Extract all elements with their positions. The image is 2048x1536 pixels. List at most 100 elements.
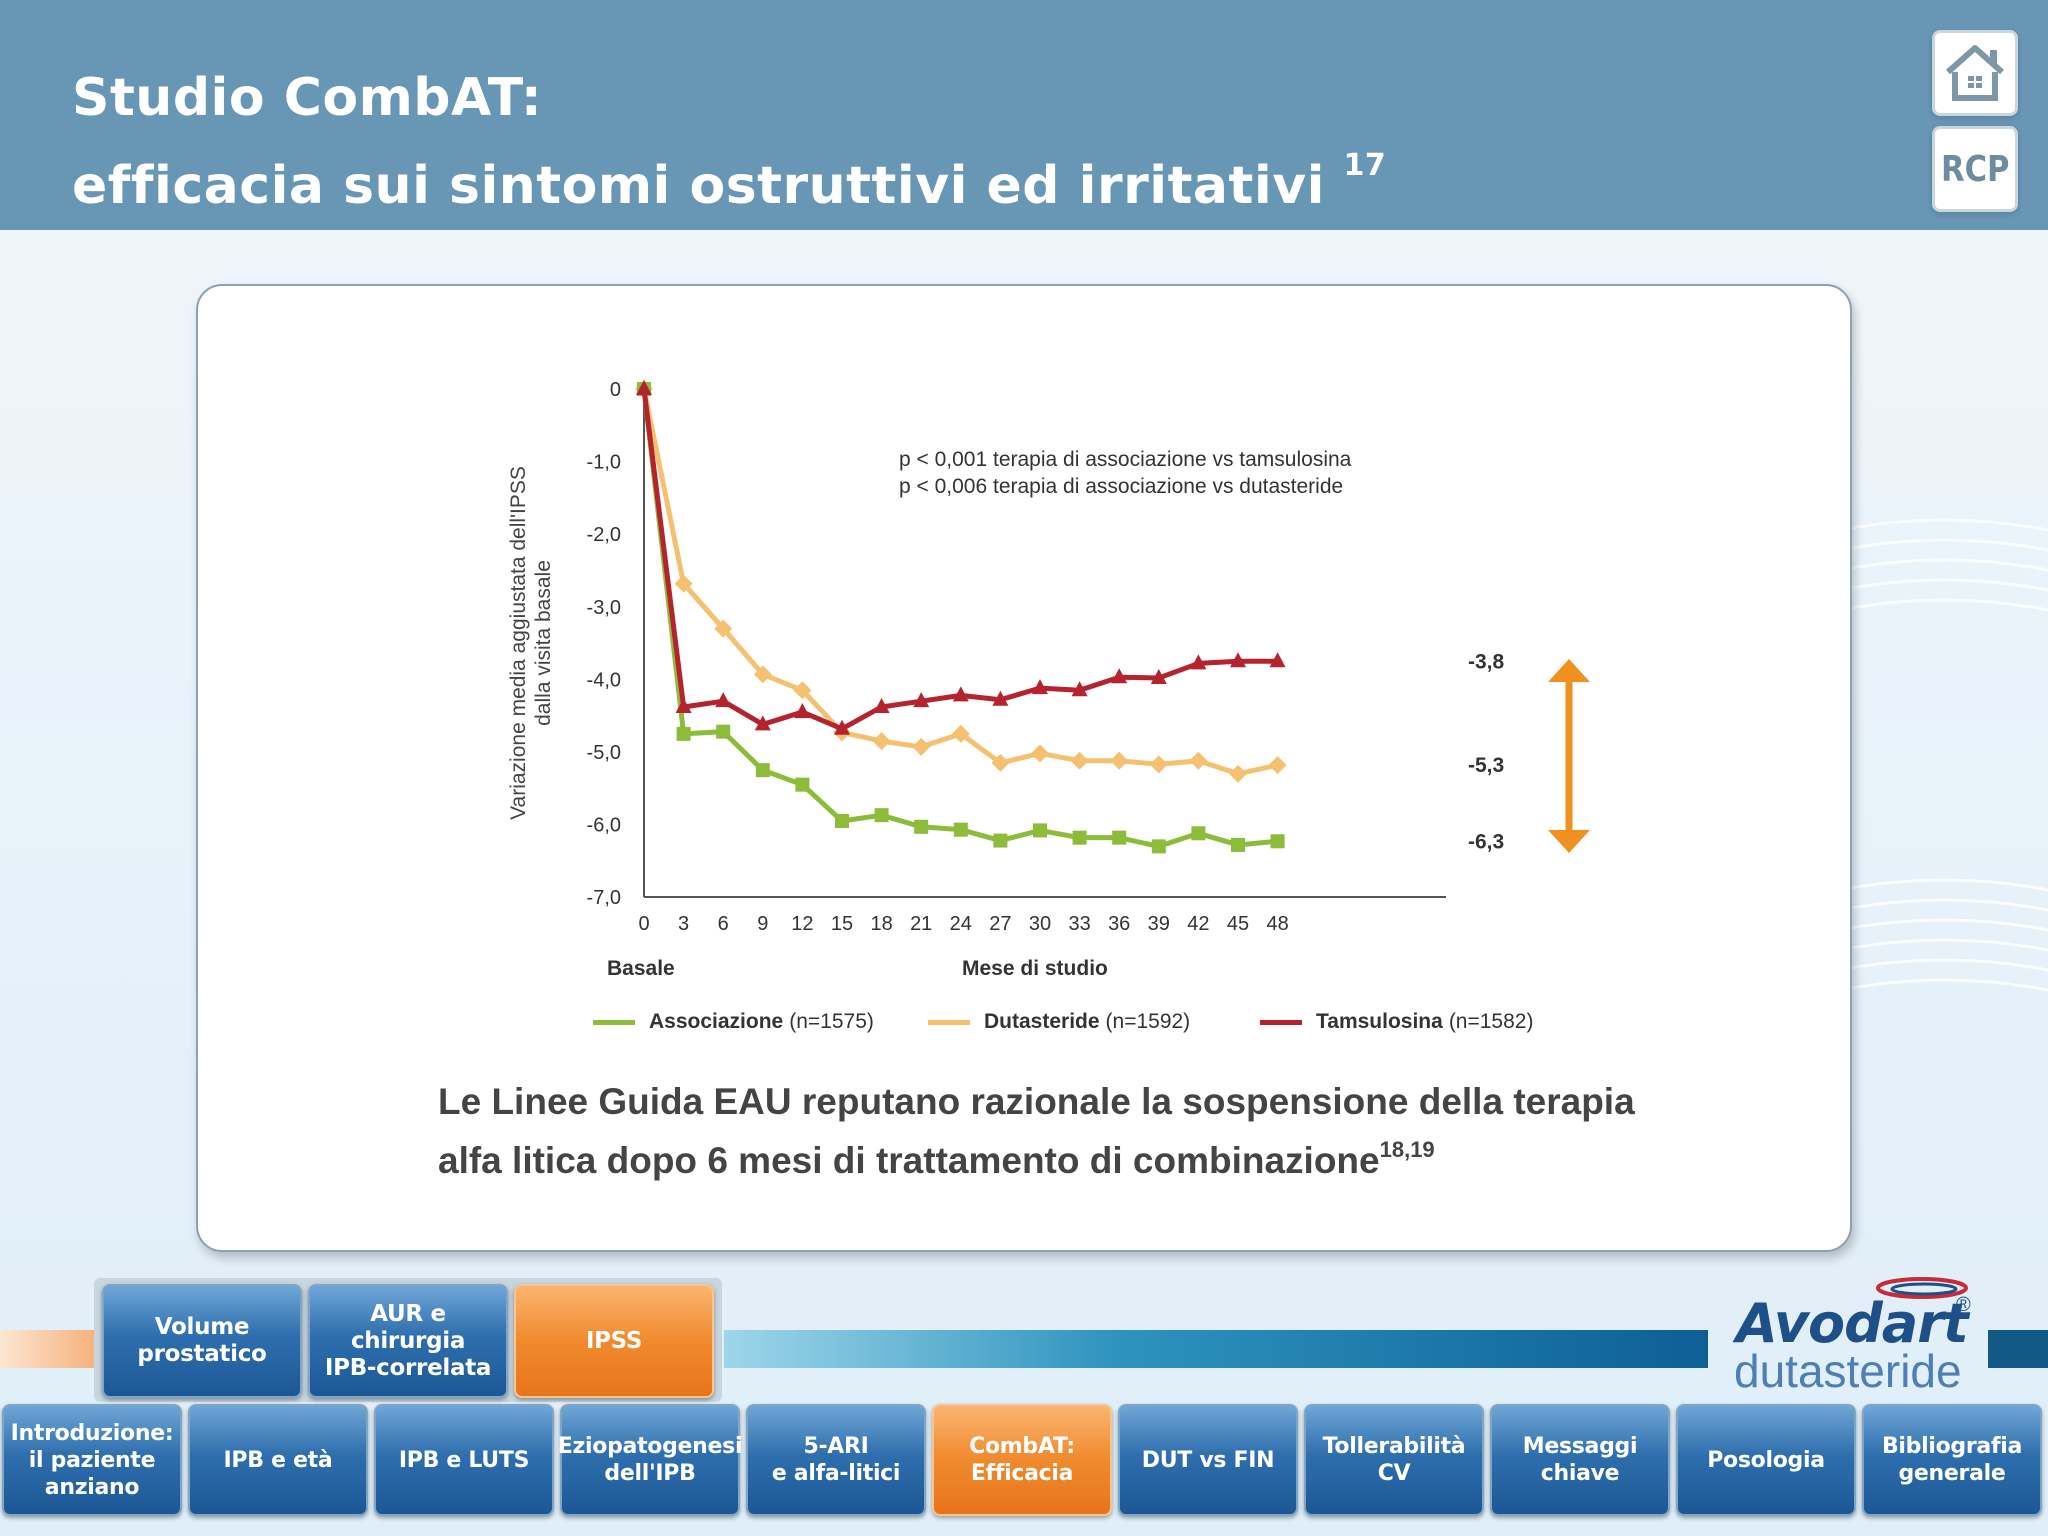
data-point-tamsulosina [754,715,771,731]
data-point-tamsulosina [1071,681,1088,697]
x-tick-label: 36 [1108,913,1130,935]
y-tick-label: -7,0 [587,887,621,909]
nav-dut-vs-fin[interactable]: DUT vs FIN [1118,1404,1298,1516]
data-point-dutasteride [1268,756,1287,775]
data-point-tamsulosina [834,719,850,735]
nav-eziopatogenesi[interactable]: Eziopatogenesi dell'IPB [557,1404,743,1516]
data-point-dutasteride [991,753,1010,772]
title-line-1: Studio CombAT: [72,68,543,128]
data-point-dutasteride [1229,764,1247,783]
nav-stripe-right [724,1330,1708,1368]
nav-label-line-1: IPB e età [223,1447,333,1473]
nav-label-line-1: Eziopatogenesi [557,1434,743,1459]
data-point-associazione [835,813,849,828]
x-tick-label: 9 [757,913,768,935]
subnav-label-line-2: IPB-correlata [324,1354,492,1381]
x-tick-label: 30 [1029,913,1051,935]
data-point-dutasteride [872,732,891,751]
data-point-associazione [1033,823,1047,838]
chart-axes [643,389,1446,898]
x-tick-label: 3 [678,913,689,935]
nav-tollerabilita-cv[interactable]: Tollerabilità CV [1304,1404,1484,1516]
x-tick-label: 12 [791,913,813,935]
nav-label-line-1: 5-ARI [803,1434,869,1459]
x-tick-label: 27 [989,913,1011,935]
nav-label-line-1: Tollerabilità CV [1322,1434,1466,1486]
logo-subtitle: dutasteride [1734,1345,1962,1397]
avodart-logo: Avodart ® dutasteride [1730,1274,1971,1397]
nav-combat-efficacia[interactable]: CombAT: Efficacia [932,1404,1112,1516]
data-point-tamsulosina [952,686,969,702]
data-point-tamsulosina [1230,652,1246,668]
nav-label-line-2: chiave [1540,1461,1620,1486]
legend-swatch-dutasteride [928,1019,970,1025]
subnav-ipss[interactable]: IPSS [514,1284,714,1398]
rcp-button[interactable]: RCP [1932,126,2018,212]
legend-label-associazione: Associazione [649,1010,784,1033]
nav-bibliografia[interactable]: Bibliografia generale [1862,1404,2042,1516]
x-tick-label: 45 [1227,913,1249,935]
rcp-label: RCP [1940,148,2010,190]
nav-label-line-1: Messaggi [1522,1434,1638,1459]
nav-label-line-1: Posologia [1707,1447,1825,1473]
nav-label-line-1: DUT vs FIN [1141,1447,1275,1473]
x-tick-label: 18 [870,913,892,935]
p-value-line-1: p < 0,001 terapia di associazione vs tam… [899,448,1352,471]
nav-stripe-end [1988,1330,2048,1368]
legend-n-associazione: (n=1575) [789,1010,874,1033]
nav-messaggi-chiave[interactable]: Messaggi chiave [1490,1404,1670,1516]
guideline-note-line-2: alfa litica dopo 6 mesi di trattamento d… [438,1140,1380,1181]
data-point-dutasteride [793,681,812,700]
header-bar: Studio CombAT: efficacia sui sintomi ost… [0,0,2048,230]
nav-label-line-2: il paziente [28,1447,156,1473]
page-title: Studio CombAT: efficacia sui sintomi ost… [72,64,1386,220]
data-point-dutasteride [912,737,931,756]
data-point-associazione [1270,834,1285,849]
title-reference: 17 [1343,148,1387,183]
data-point-associazione [914,819,929,834]
data-point-tamsulosina [636,380,652,395]
data-point-associazione [874,808,889,823]
x-baseline-label: Basale [607,957,675,980]
nav-label-line-1: Bibliografia [1881,1434,2023,1459]
y-tick-label: -4,0 [587,669,621,691]
legend-swatch-tamsulosina [1260,1019,1302,1025]
nav-label-line-3: anziano [44,1474,140,1500]
nav-5ari-alfalitici[interactable]: 5-ARI e alfa-litici [746,1404,926,1516]
data-point-associazione [716,724,731,739]
nav-ipb-luts[interactable]: IPB e LUTS [374,1404,554,1516]
data-point-dutasteride [1149,755,1168,774]
subnav-volume-prostatico[interactable]: Volume prostatico [102,1284,302,1398]
nav-label-line-2: generale [1898,1461,2006,1486]
subnav-label-line-1: Volume [154,1314,250,1340]
y-tick-label: -6,0 [587,815,621,837]
legend-item-dutasteride: Dutasteride (n=1592) [928,1010,1190,1034]
nav-introduzione[interactable]: Introduzione: il paziente anziano [2,1404,182,1516]
legend-swatch-associazione [593,1019,635,1025]
home-button[interactable] [1932,30,2018,116]
difference-arrow [1548,659,1590,853]
data-point-dutasteride [1031,744,1049,763]
data-point-associazione [1072,830,1087,845]
y-tick-label: -1,0 [587,452,621,474]
nav-label-line-1: IPB e LUTS [398,1447,530,1473]
y-axis-label-line-2: dalla visita basale [532,560,555,726]
nav-posologia[interactable]: Posologia [1676,1404,1856,1516]
nav-label-line-1: Introduzione: [10,1420,174,1446]
y-tick-label: 0 [610,379,621,401]
y-axis-label-line-1: Variazione media aggiustata dell'IPSS [507,466,530,820]
data-point-associazione [1231,837,1245,852]
subnav-label-line-1: IPSS [585,1327,643,1354]
title-line-2: efficacia sui sintomi ostruttivi ed irri… [72,156,1325,216]
data-point-dutasteride [1110,751,1129,770]
subnav-aur-chirurgia[interactable]: AUR e chirurgia IPB-correlata [308,1284,508,1398]
y-tick-label: -3,0 [587,597,621,619]
guideline-note-reference: 18,19 [1379,1137,1435,1162]
difference-arrow-head-up [1548,659,1590,682]
end-value-label-associazione: -6,3 [1468,830,1504,853]
data-point-tamsulosina [873,697,890,713]
data-point-tamsulosina [1269,652,1286,668]
nav-ipb-eta[interactable]: IPB e età [188,1404,368,1516]
x-tick-label: 42 [1187,913,1209,935]
data-point-tamsulosina [794,703,811,719]
